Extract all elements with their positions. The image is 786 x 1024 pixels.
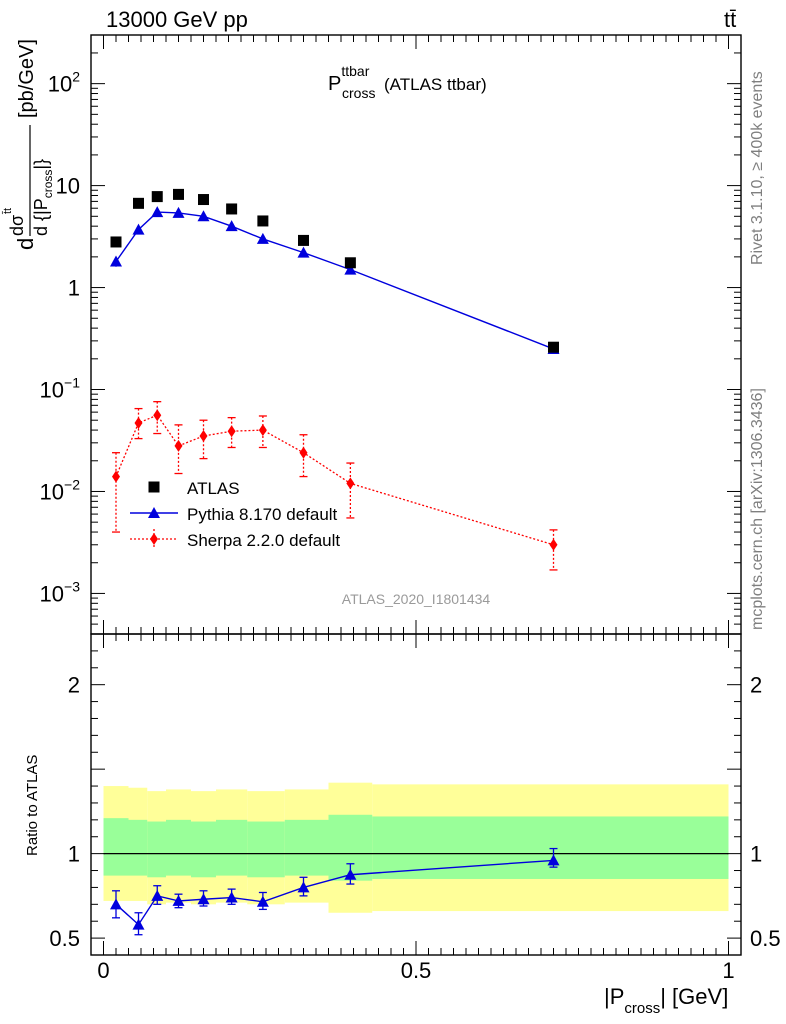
sherpa-point [112,470,120,483]
pythia-point [132,223,145,235]
pythia-point [344,263,357,275]
ratio-pythia-point [172,894,185,906]
ratio-pythia-point [151,889,164,901]
atlas-point [226,203,238,215]
pythia-point [256,232,269,244]
atlas-point [173,188,184,200]
x-tick-label: 0.5 [401,958,432,983]
ratio-band-green [128,819,148,876]
x-tick-label: 1 [722,958,734,983]
legend-label-pythia: Pythia 8.170 default [187,505,338,524]
main-title-sub: cross [342,85,375,101]
ratio-y-tick-label-right: 0.5 [750,926,781,951]
x-tick-label: 0 [97,958,109,983]
ratio-pythia-point [547,854,560,866]
mcplots-label: mcplots.cern.ch [arXiv:1306.3436] [749,388,766,630]
ylabel-sigma-sup: t̄t [2,208,14,215]
ratio-band-green [103,818,129,876]
sherpa-point [199,429,208,442]
pythia-point [110,255,122,267]
main-title-suffix: (ATLAS ttbar) [384,75,487,94]
ratio-band-green [284,819,329,876]
ylabel-denom-main: d {|P [31,198,51,236]
pythia-point [197,210,210,222]
ratio-pythia-point [110,898,122,910]
ratio-pythia-line [115,859,554,926]
ratio-ylabel: Ratio to ATLAS [24,755,41,856]
pythia-line [115,211,554,350]
sherpa-point [346,477,355,490]
atlas-point [198,194,209,206]
legend-label-atlas: ATLAS [187,479,240,498]
ratio-y-tick-label-right: 1 [750,842,762,867]
ylabel-dsigma: dσ [7,215,27,236]
ratio-pythia-point [197,893,210,905]
ratio-band-green [247,821,285,878]
ylabel-denominator: d {|Pcross|} [31,159,55,236]
main-title: Pttbar [328,63,370,95]
atlas-point [257,215,269,227]
sherpa-point [549,538,558,551]
pythia-point [151,206,164,218]
ylabel-d: d [13,238,38,250]
atlas-point [133,197,144,209]
rivet-label: Rivet 3.1.10, ≥ 400k events [749,71,766,265]
pythia-point [172,206,185,218]
main-y-tick-label: 102 [48,69,80,97]
atlas-point [151,191,163,203]
main-title-main: P [328,73,341,95]
process-label: tt̄ [724,7,736,32]
main-ylabel: d dσ t̄t d {|Pcross|} [pb/GeV] [2,39,55,250]
pythia-point [297,246,310,258]
ratio-y-tick-label-left: 0.5 [49,926,80,951]
analysis-label: ATLAS_2020_I1801434 [342,591,491,607]
ratio-pythia-point [344,868,357,880]
pythia-point [225,220,238,232]
ratio-band-green [166,819,191,876]
sherpa-point [227,425,236,438]
main-y-tick-label: 10−2 [40,476,81,504]
ratio-y-tick-label-left: 1 [68,842,80,867]
ratio-band-green [191,821,216,878]
legend-label-sherpa: Sherpa 2.2.0 default [187,531,340,550]
ratio-pythia-point [225,891,238,903]
main-title-sup: ttbar [341,63,369,79]
sherpa-point [174,439,183,452]
xlabel-sub: cross [624,1000,660,1017]
ylabel-units: [pb/GeV] [16,39,38,118]
ratio-pythia-point [256,895,269,907]
legend-marker-atlas [148,481,160,493]
atlas-point [548,341,559,353]
legend-marker-sherpa [150,533,158,545]
main-y-tick-label: 10−3 [40,578,81,606]
ratio-pythia-point [297,881,310,893]
ylabel-denom-sub: cross [41,170,55,199]
sherpa-line [115,414,554,546]
energy-label: 13000 GeV pp [106,7,248,32]
atlas-point [298,234,309,246]
main-y-tick-label: 1 [68,276,80,301]
ratio-y-tick-label-left: 2 [68,673,80,698]
ratio-y-tick-label-right: 2 [750,673,762,698]
atlas-point [110,236,122,248]
xlabel-main: |P [604,984,624,1009]
xlabel: |Pcross| [GeV] [604,984,728,1017]
ratio-pythia-point [132,918,145,930]
main-y-tick-label: 10 [56,174,80,199]
xlabel-suffix: | [GeV] [660,984,728,1009]
ylabel-denom-close: |} [31,159,51,170]
main-y-tick-label: 10−1 [40,375,81,403]
ratio-band-green [147,821,166,878]
sherpa-point [258,424,267,437]
sherpa-point [153,409,162,422]
sherpa-point [134,416,143,429]
atlas-point [344,257,356,269]
legend-marker-pythia [148,507,160,518]
sherpa-point [299,446,308,459]
ratio-band-green [216,819,248,876]
